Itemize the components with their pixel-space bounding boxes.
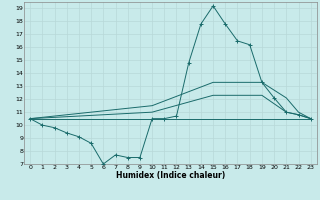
X-axis label: Humidex (Indice chaleur): Humidex (Indice chaleur) bbox=[116, 171, 225, 180]
